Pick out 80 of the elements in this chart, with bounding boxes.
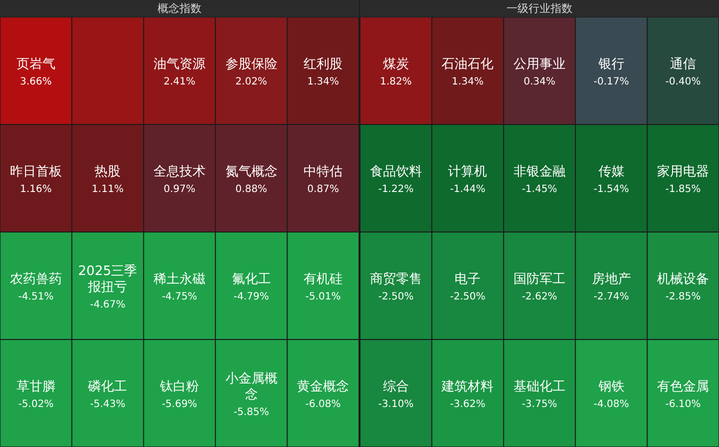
data-label: -2.74% xyxy=(594,291,629,302)
data-label: 3.66% xyxy=(20,76,52,88)
category-label: 小金属概念 xyxy=(225,372,278,403)
data-label: 0.87% xyxy=(307,184,339,195)
data-label: -2.62% xyxy=(522,291,558,302)
data-label: -0.40% xyxy=(665,76,701,88)
category-label: 草甘膦 xyxy=(16,380,56,395)
category-label: 热股 xyxy=(94,164,121,180)
category-label: 2025三季报扭亏 xyxy=(78,264,138,296)
data-label: -2.50% xyxy=(378,291,414,302)
text: 概念指数 xyxy=(0,0,359,17)
category-label: 有机硅 xyxy=(304,272,343,288)
category-label: 磷化工 xyxy=(87,380,128,395)
category-label: 建筑材料 xyxy=(440,380,494,395)
data-label: 1.82% xyxy=(380,76,412,88)
data-label: -4.51% xyxy=(18,291,54,302)
category-label: 石油石化 xyxy=(442,57,494,72)
category-label: 银行 xyxy=(597,57,624,72)
data-label: 1.11% xyxy=(92,184,124,195)
data-label: -2.85% xyxy=(665,291,701,302)
category-label: 稀土永磁 xyxy=(154,271,206,288)
category-label: 综合 xyxy=(382,380,409,395)
data-label: -1.54% xyxy=(594,184,629,195)
data-label: 1.34% xyxy=(452,76,484,88)
category-label: 机械设备 xyxy=(657,272,710,288)
data-label: -0.17% xyxy=(594,76,629,88)
category-label: 计算机 xyxy=(448,164,488,180)
category-label: 氮气概念 xyxy=(225,164,278,180)
data-label: -4.79% xyxy=(234,291,269,302)
category-label: 油气资源 xyxy=(154,57,206,72)
data-label: -1.45% xyxy=(522,184,558,195)
category-label: 煤炭 xyxy=(382,57,409,72)
category-label: 有色金属 xyxy=(657,380,710,395)
data-label: 0.34% xyxy=(524,76,556,88)
data-label: -2.50% xyxy=(450,291,486,302)
category-label: 中特估 xyxy=(304,164,343,180)
category-label: 农药兽药 xyxy=(10,272,62,288)
category-label: 氟化工 xyxy=(232,272,271,288)
data-label: -1.44% xyxy=(450,184,486,195)
data-label: -5.85% xyxy=(234,406,269,418)
data-label: -5.43% xyxy=(90,398,126,410)
category-label: 非银金融 xyxy=(514,164,566,180)
category-label: 基础化工 xyxy=(514,380,566,395)
category-label: 钛白粉 xyxy=(159,380,199,395)
data-label: -4.67% xyxy=(90,299,126,310)
text: 一级行业指数 xyxy=(360,0,719,17)
category-label: 传媒 xyxy=(598,164,624,180)
data-label: -4.08% xyxy=(594,398,629,410)
data-label: -6.10% xyxy=(665,398,701,410)
category-label: 公用事业 xyxy=(514,57,566,72)
data-label: 1.34% xyxy=(307,76,339,88)
category-label: 食品饮料 xyxy=(370,164,422,180)
data-label: 2.41% xyxy=(164,76,196,88)
category-label: 房地产 xyxy=(592,271,631,288)
category-label: 商贸零售 xyxy=(370,272,422,288)
category-label: 页岩气 xyxy=(16,57,56,72)
data-label: -4.75% xyxy=(162,291,198,302)
data-label: -5.02% xyxy=(18,398,54,410)
category-label: 国防军工 xyxy=(514,272,566,288)
category-label: 昨日首板 xyxy=(10,164,62,180)
data-label: 1.16% xyxy=(20,184,52,195)
data-label: 0.88% xyxy=(235,184,268,195)
data-label: -1.85% xyxy=(665,184,701,195)
category-label: 家用电器 xyxy=(657,164,710,180)
data-label: -3.62% xyxy=(450,398,486,410)
data-label: -5.69% xyxy=(162,398,198,410)
category-label: 电子 xyxy=(454,272,481,288)
data-label: 0.97% xyxy=(164,184,196,195)
category-label: 红利股 xyxy=(304,57,343,72)
category-label: 通信 xyxy=(670,57,696,72)
data-label: -3.10% xyxy=(378,398,414,410)
category-label: 钢铁 xyxy=(597,380,624,395)
data-label: -6.08% xyxy=(305,398,341,410)
category-label: 黄金概念 xyxy=(297,380,350,395)
data-label: -1.22% xyxy=(378,184,414,195)
data-label: -5.01% xyxy=(305,291,341,302)
data-label: -3.75% xyxy=(522,398,558,410)
data-label: 2.02% xyxy=(235,76,268,88)
category-label: 全息技术 xyxy=(154,164,206,180)
category-label: 参股保险 xyxy=(225,57,278,72)
